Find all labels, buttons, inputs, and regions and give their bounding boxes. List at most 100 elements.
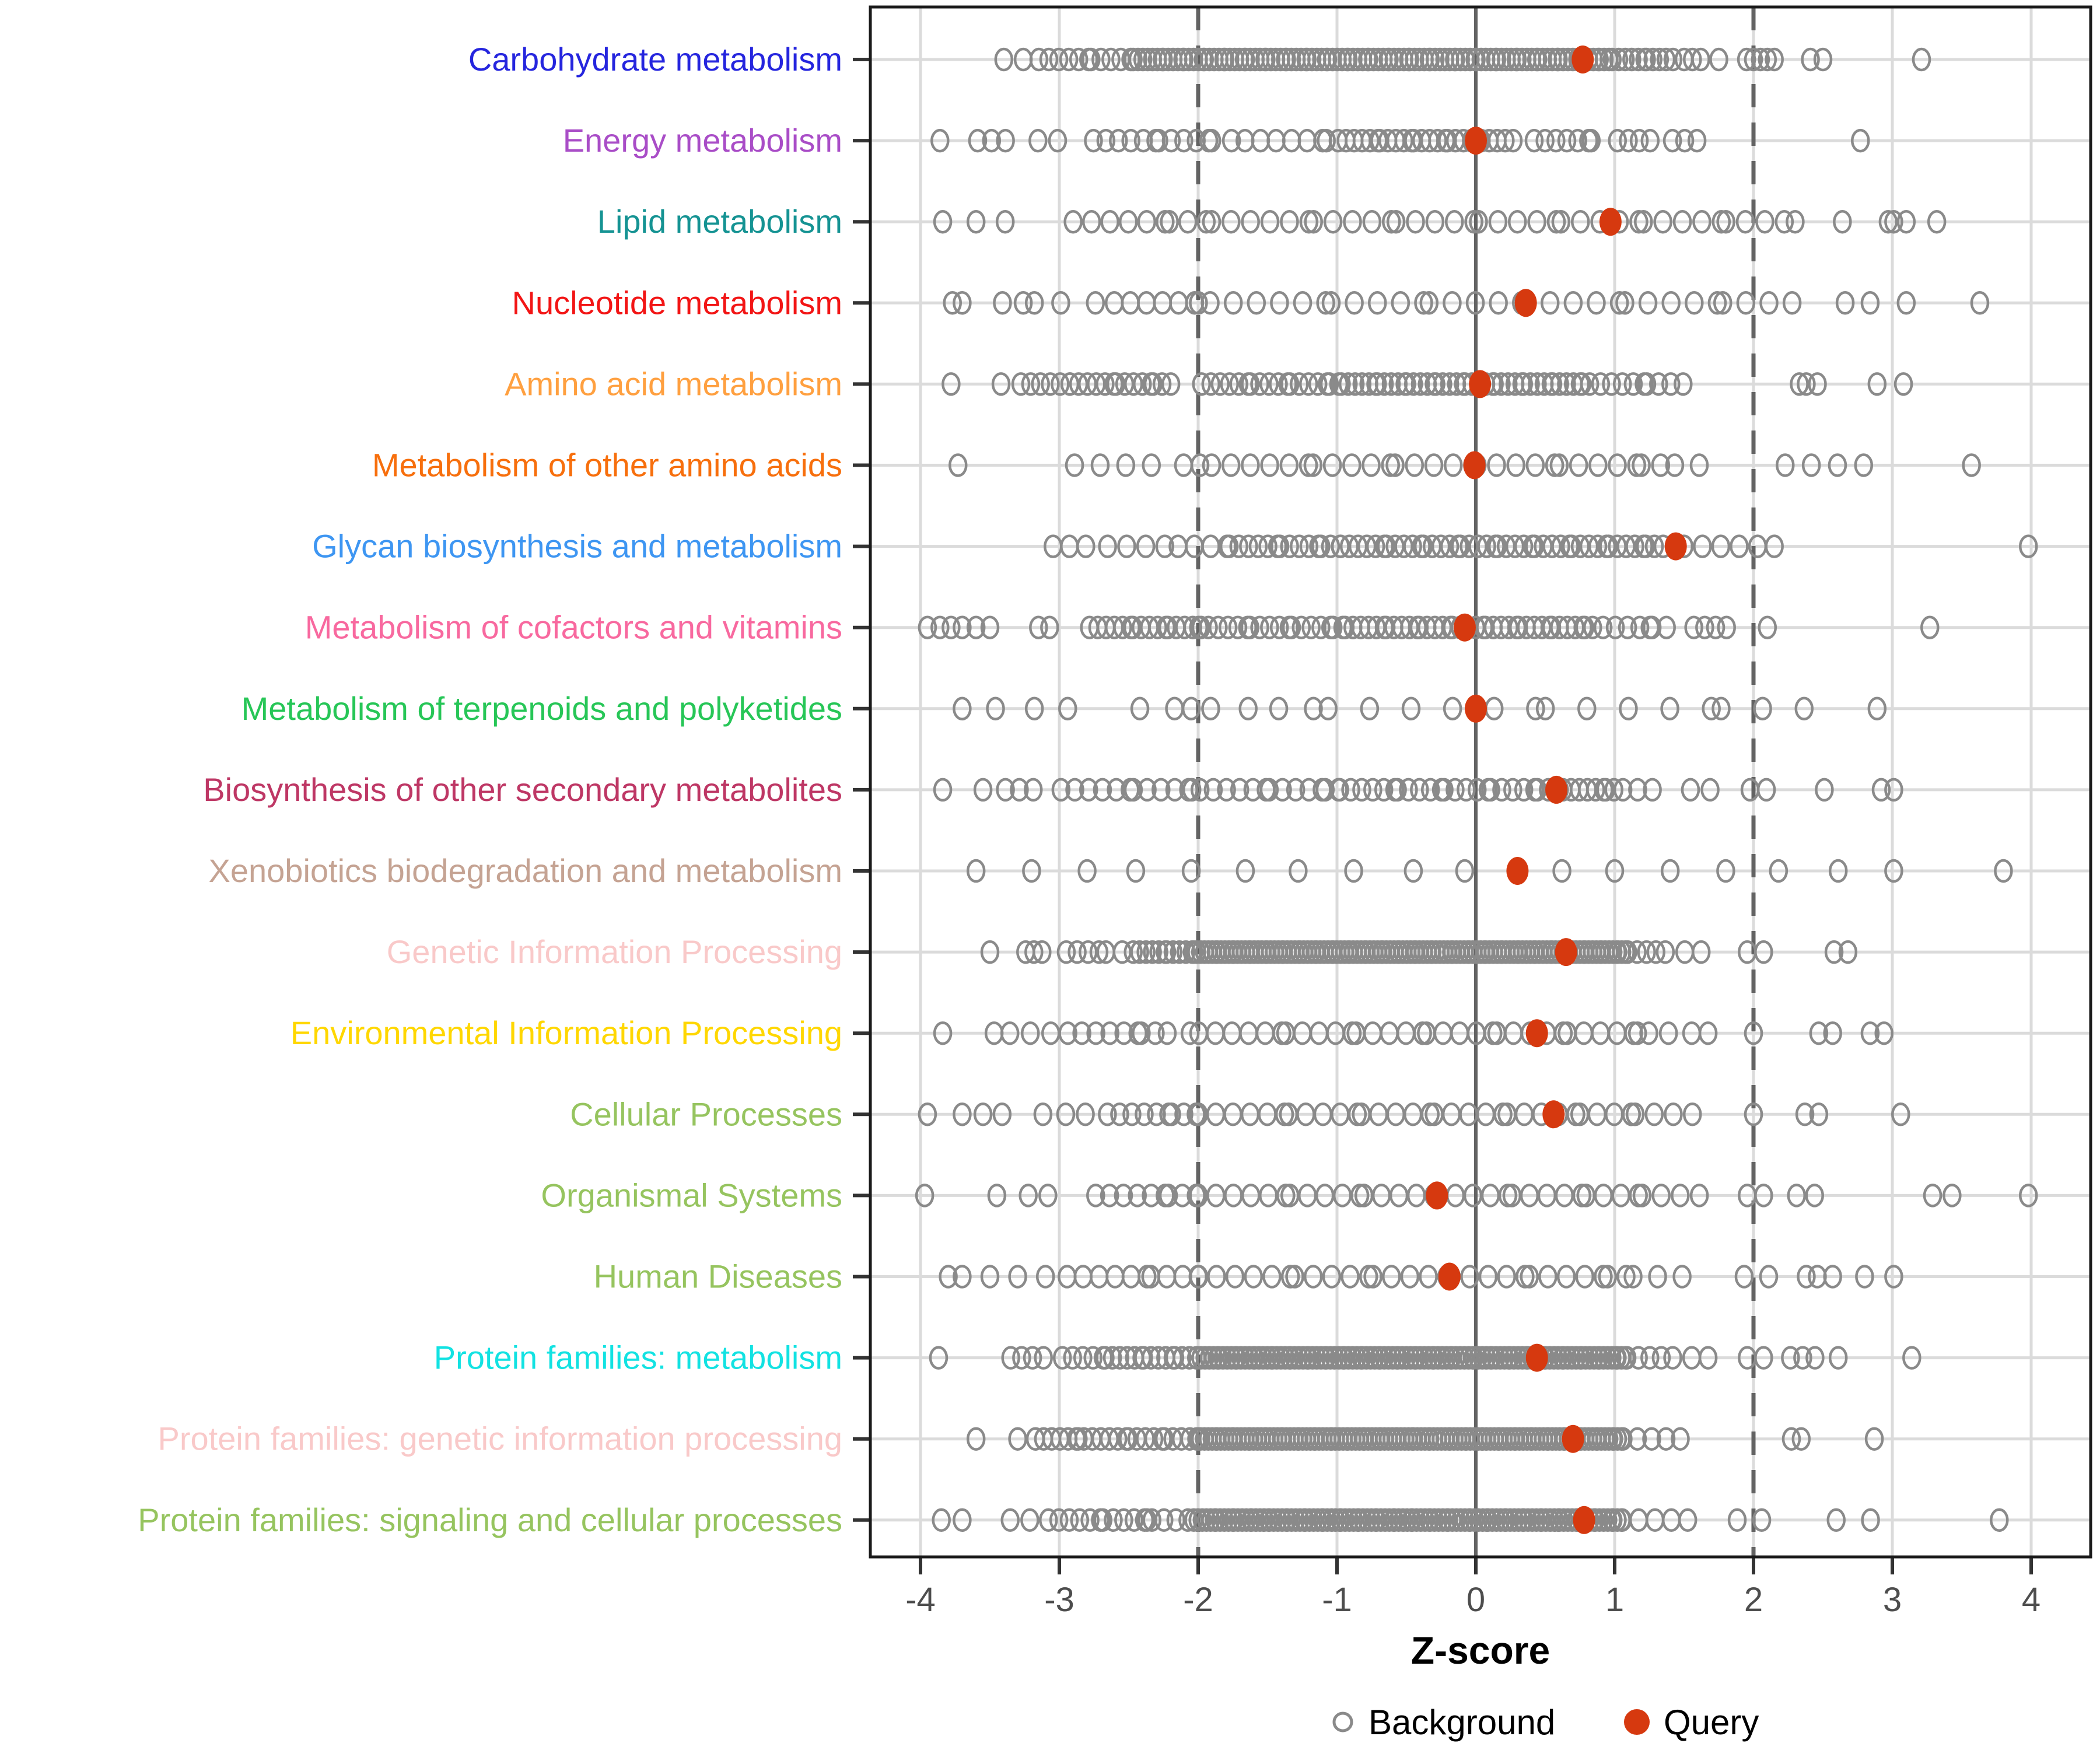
- background-point: [1229, 372, 1248, 396]
- background-point: [1735, 209, 1755, 234]
- background-point: [1823, 1265, 1842, 1289]
- background-point: [1675, 128, 1695, 153]
- background-point: [1070, 1508, 1090, 1532]
- background-point: [1010, 778, 1029, 802]
- background-point: [1569, 453, 1588, 477]
- background-point: [1110, 1102, 1129, 1126]
- background-point: [1419, 1265, 1438, 1289]
- category-label: Protein families: signaling and cellular…: [138, 1502, 842, 1538]
- background-point: [980, 940, 1000, 964]
- x-tick-label: -2: [1183, 1581, 1213, 1619]
- background-point: [1362, 209, 1382, 234]
- background-point: [1152, 372, 1172, 396]
- background-point: [1629, 128, 1649, 153]
- background-point: [1640, 1346, 1660, 1370]
- x-tick-label: -3: [1044, 1581, 1074, 1619]
- background-point: [1157, 1021, 1177, 1045]
- background-point: [1864, 1427, 1884, 1451]
- background-point: [1308, 372, 1328, 396]
- background-point: [1382, 1265, 1401, 1289]
- legend: Background Query: [1332, 1703, 1759, 1742]
- background-point: [1289, 372, 1309, 396]
- background-point: [933, 778, 953, 802]
- background-point: [1117, 534, 1136, 558]
- background-point: [1136, 940, 1156, 964]
- background-point: [1100, 1021, 1119, 1045]
- background-point: [1608, 453, 1627, 477]
- background-point: [1623, 372, 1643, 396]
- background-point: [1698, 1346, 1718, 1370]
- background-point: [1341, 778, 1360, 802]
- background-point: [1609, 291, 1629, 315]
- background-point: [953, 1508, 972, 1532]
- background-point: [1508, 209, 1527, 234]
- background-point: [1795, 1102, 1815, 1126]
- background-point: [1572, 372, 1592, 396]
- background-point: [1716, 859, 1735, 883]
- background-point: [1970, 291, 1990, 315]
- background-point: [1477, 534, 1496, 558]
- panel-background: [870, 7, 2091, 1557]
- query-point: [1555, 938, 1577, 967]
- background-point: [1643, 778, 1662, 802]
- background-point: [1196, 209, 1216, 234]
- background-point: [953, 615, 972, 639]
- background-point: [1345, 291, 1364, 315]
- background-point: [1855, 1265, 1874, 1289]
- background-point: [1588, 453, 1608, 477]
- background-point: [1628, 1021, 1647, 1045]
- x-tick-label: -1: [1322, 1581, 1352, 1619]
- background-point: [953, 1102, 972, 1126]
- query-point: [1469, 370, 1492, 398]
- background-point: [1063, 209, 1083, 234]
- background-point: [1279, 453, 1299, 477]
- background-point: [1627, 453, 1647, 477]
- background-point: [1712, 696, 1731, 721]
- background-point: [1304, 696, 1323, 721]
- background-point: [1086, 291, 1105, 315]
- background-point: [1241, 372, 1260, 396]
- background-point: [994, 47, 1014, 72]
- background-point: [1118, 209, 1138, 234]
- background-point: [1571, 209, 1590, 234]
- background-point: [1188, 1265, 1208, 1289]
- background-point: [1374, 778, 1394, 802]
- background-point: [1526, 696, 1545, 721]
- background-point: [1013, 291, 1033, 315]
- background-point: [1506, 453, 1525, 477]
- background-point: [1299, 534, 1319, 558]
- x-tick-label: 2: [1744, 1581, 1763, 1619]
- background-point: [1535, 128, 1555, 153]
- background-point: [1702, 696, 1721, 721]
- background-point: [1786, 209, 1805, 234]
- background-point: [1280, 534, 1299, 558]
- background-point: [995, 209, 1015, 234]
- background-point: [1096, 1346, 1115, 1370]
- background-point: [1190, 453, 1210, 477]
- background-point: [1380, 47, 1399, 72]
- background-point: [1851, 128, 1870, 153]
- background-point: [1797, 1265, 1816, 1289]
- background-point: [1083, 1346, 1103, 1370]
- background-point: [1241, 209, 1260, 234]
- background-point: [1593, 615, 1613, 639]
- background-point: [1628, 940, 1647, 964]
- background-point: [1200, 291, 1220, 315]
- background-point: [1434, 778, 1454, 802]
- background-point: [1082, 47, 1101, 72]
- background-point: [1583, 615, 1602, 639]
- background-point: [1012, 1346, 1031, 1370]
- background-point: [1236, 47, 1255, 72]
- category-label: Genetic Information Processing: [387, 933, 842, 970]
- background-point: [1178, 1508, 1198, 1532]
- background-point: [1637, 47, 1656, 72]
- background-point: [1289, 859, 1308, 883]
- background-point: [1241, 453, 1260, 477]
- background-point: [1809, 1102, 1829, 1126]
- background-point: [1280, 372, 1300, 396]
- background-point: [1428, 128, 1447, 153]
- background-point: [1640, 128, 1660, 153]
- background-point: [1397, 372, 1416, 396]
- background-point: [1102, 1346, 1122, 1370]
- background-point: [1425, 209, 1445, 234]
